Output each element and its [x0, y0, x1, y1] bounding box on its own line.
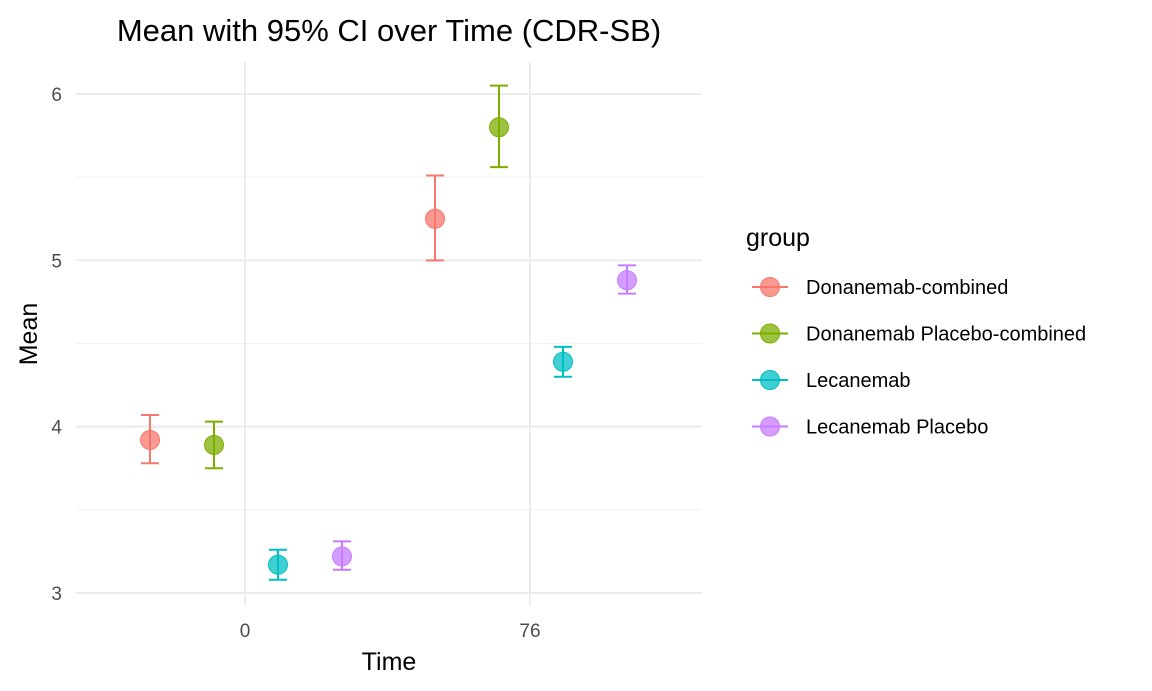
- data-point: [140, 429, 160, 450]
- data-point: [204, 434, 224, 455]
- data-point: [489, 117, 509, 138]
- data-point: [617, 270, 637, 291]
- legend-item: Lecanemab: [752, 370, 911, 392]
- y-tick-label: 6: [51, 85, 62, 106]
- legend-label: Lecanemab: [806, 370, 911, 392]
- legend-title: group: [746, 224, 810, 252]
- legend-key-point: [760, 416, 780, 437]
- data-point: [553, 351, 573, 372]
- legend-key-point: [760, 370, 780, 390]
- error-bars: [141, 84, 636, 581]
- chart-title: Mean with 95% CI over Time (CDR-SB): [117, 13, 661, 48]
- x-tick-label: 0: [240, 621, 251, 642]
- legend-item: Donanemab Placebo-combined: [752, 323, 1086, 346]
- y-axis-title: Mean: [15, 303, 43, 366]
- legend-item: Donanemab-combined: [752, 277, 1008, 299]
- grid-minor: [76, 176, 702, 511]
- y-tick-label: 3: [51, 584, 62, 605]
- x-tick-label: 76: [519, 621, 540, 642]
- data-point: [425, 208, 445, 229]
- legend-item: Lecanemab Placebo: [752, 416, 988, 439]
- legend-key-point: [760, 277, 780, 297]
- data-points: [140, 117, 637, 575]
- grid-major: [76, 62, 702, 606]
- y-tick-label: 5: [51, 251, 62, 272]
- x-axis-title: Time: [362, 648, 417, 676]
- legend: group Donanemab-combined Donanemab Placeb…: [746, 224, 1086, 439]
- x-axis-ticks: 0 76: [240, 621, 541, 642]
- legend-label: Donanemab-combined: [806, 277, 1008, 299]
- legend-label: Donanemab Placebo-combined: [806, 324, 1086, 346]
- legend-key-point: [760, 323, 780, 344]
- y-axis-ticks: 3 4 5 6: [51, 85, 62, 605]
- data-point: [332, 546, 352, 567]
- y-tick-label: 4: [51, 418, 62, 439]
- legend-label: Lecanemab Placebo: [806, 417, 988, 439]
- data-point: [268, 554, 288, 575]
